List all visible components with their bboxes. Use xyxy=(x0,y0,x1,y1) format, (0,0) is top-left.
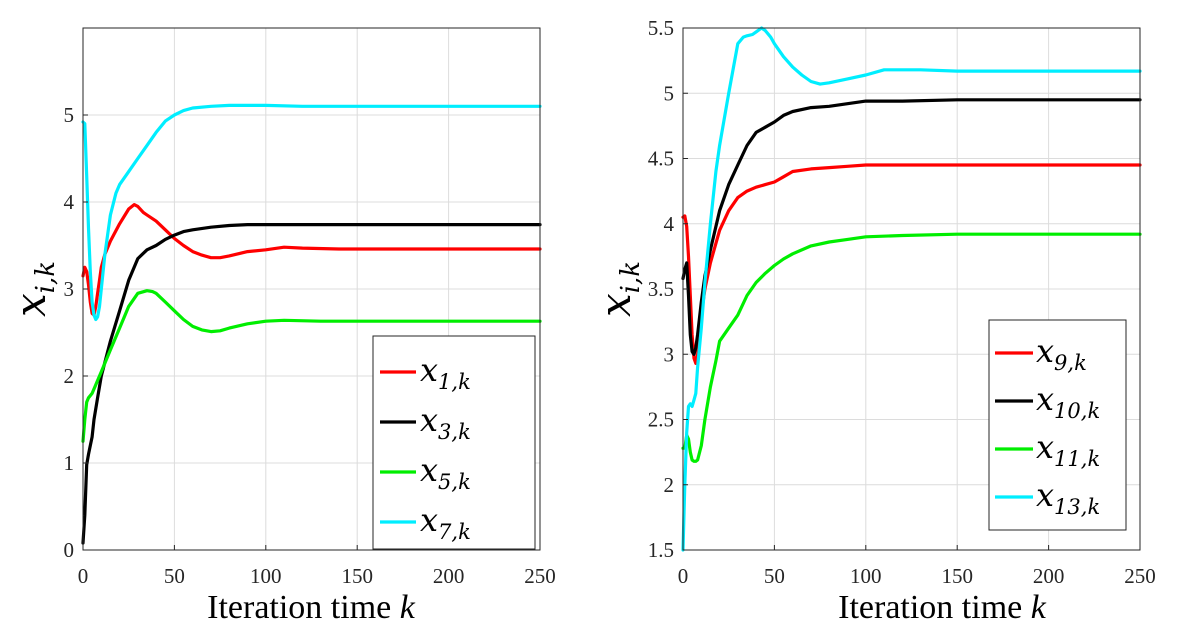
series-line-x-9-k xyxy=(681,163,1142,365)
left-series-lines xyxy=(81,103,542,545)
x-tick-label: 0 xyxy=(678,564,689,588)
y-tick-label: 0 xyxy=(64,538,75,562)
y-tick-label: 2 xyxy=(64,364,75,388)
x-tick-label: 150 xyxy=(341,564,373,588)
right-legend: x9,k x10,k x11,k x13,k xyxy=(988,319,1127,531)
x-tick-label: 100 xyxy=(250,564,282,588)
x-tick-label: 50 xyxy=(764,564,785,588)
y-tick-label: 3 xyxy=(664,342,675,366)
series-line-x-10-k xyxy=(681,98,1142,356)
series-line-x-3-k xyxy=(81,223,542,545)
x-tick-label: 100 xyxy=(850,564,882,588)
right-chart-panel: 0 50 100 150 200 250 1.5 2 2.5 3 3.5 4 4.5 5 5.5 Itera… xyxy=(591,16,1156,626)
legend-label: x1,k xyxy=(420,351,471,394)
series-line-x-11-k xyxy=(681,232,1142,463)
left-chart-panel: 0 50 100 150 200 250 0 1 2 3 4 5 Iteration time k x… xyxy=(6,27,556,626)
legend-label: x13,k xyxy=(1036,476,1100,519)
y-tick-label: 4 xyxy=(64,190,75,214)
x-tick-label: 150 xyxy=(941,564,973,588)
series-line-x-7-k xyxy=(81,103,542,322)
legend-label: x9,k xyxy=(1036,332,1087,375)
right-tick-marks xyxy=(682,27,1141,551)
right-series-lines xyxy=(681,26,1142,552)
y-tick-label: 4 xyxy=(664,212,675,236)
x-tick-label: 200 xyxy=(1033,564,1065,588)
legend-label: x7,k xyxy=(420,501,471,544)
right-tick-labels: 0 50 100 150 200 250 1.5 2 2.5 3 3.5 4 4.5 5 5.5 xyxy=(648,16,1156,588)
x-tick-label: 250 xyxy=(1124,564,1156,588)
x-tick-label: 250 xyxy=(524,564,556,588)
left-tick-labels: 0 50 100 150 200 250 0 1 2 3 4 5 xyxy=(64,103,556,588)
y-tick-label: 5 xyxy=(664,81,675,105)
right-legend-box xyxy=(988,319,1127,531)
y-tick-label: 1 xyxy=(64,451,75,475)
x-tick-label: 0 xyxy=(78,564,89,588)
x-tick-label: 200 xyxy=(433,564,465,588)
y-tick-label: 3.5 xyxy=(648,277,674,301)
right-x-axis-label: Iteration time k xyxy=(838,589,1047,626)
y-tick-label: 3 xyxy=(64,277,75,301)
left-x-axis-label: Iteration time k xyxy=(207,589,416,626)
series-line-x-13-k xyxy=(681,26,1142,552)
y-tick-label: 4.5 xyxy=(648,147,674,171)
y-tick-label: 5.5 xyxy=(648,16,674,40)
legend-label: x10,k xyxy=(1036,380,1100,423)
legend-label: x5,k xyxy=(420,451,471,494)
right-y-axis-label: xi,k xyxy=(591,261,646,317)
series-line-x-5-k xyxy=(81,289,542,443)
y-tick-label: 5 xyxy=(64,103,75,127)
legend-label: x3,k xyxy=(420,401,471,444)
left-y-axis-label: xi,k xyxy=(6,261,61,317)
legend-label: x11,k xyxy=(1036,428,1100,471)
y-tick-label: 1.5 xyxy=(648,538,674,562)
y-tick-label: 2 xyxy=(664,473,675,497)
left-grid xyxy=(82,28,541,551)
x-tick-label: 50 xyxy=(164,564,185,588)
left-legend: x1,k x3,k x5,k x7,k xyxy=(372,335,536,550)
y-tick-label: 2.5 xyxy=(648,408,674,432)
